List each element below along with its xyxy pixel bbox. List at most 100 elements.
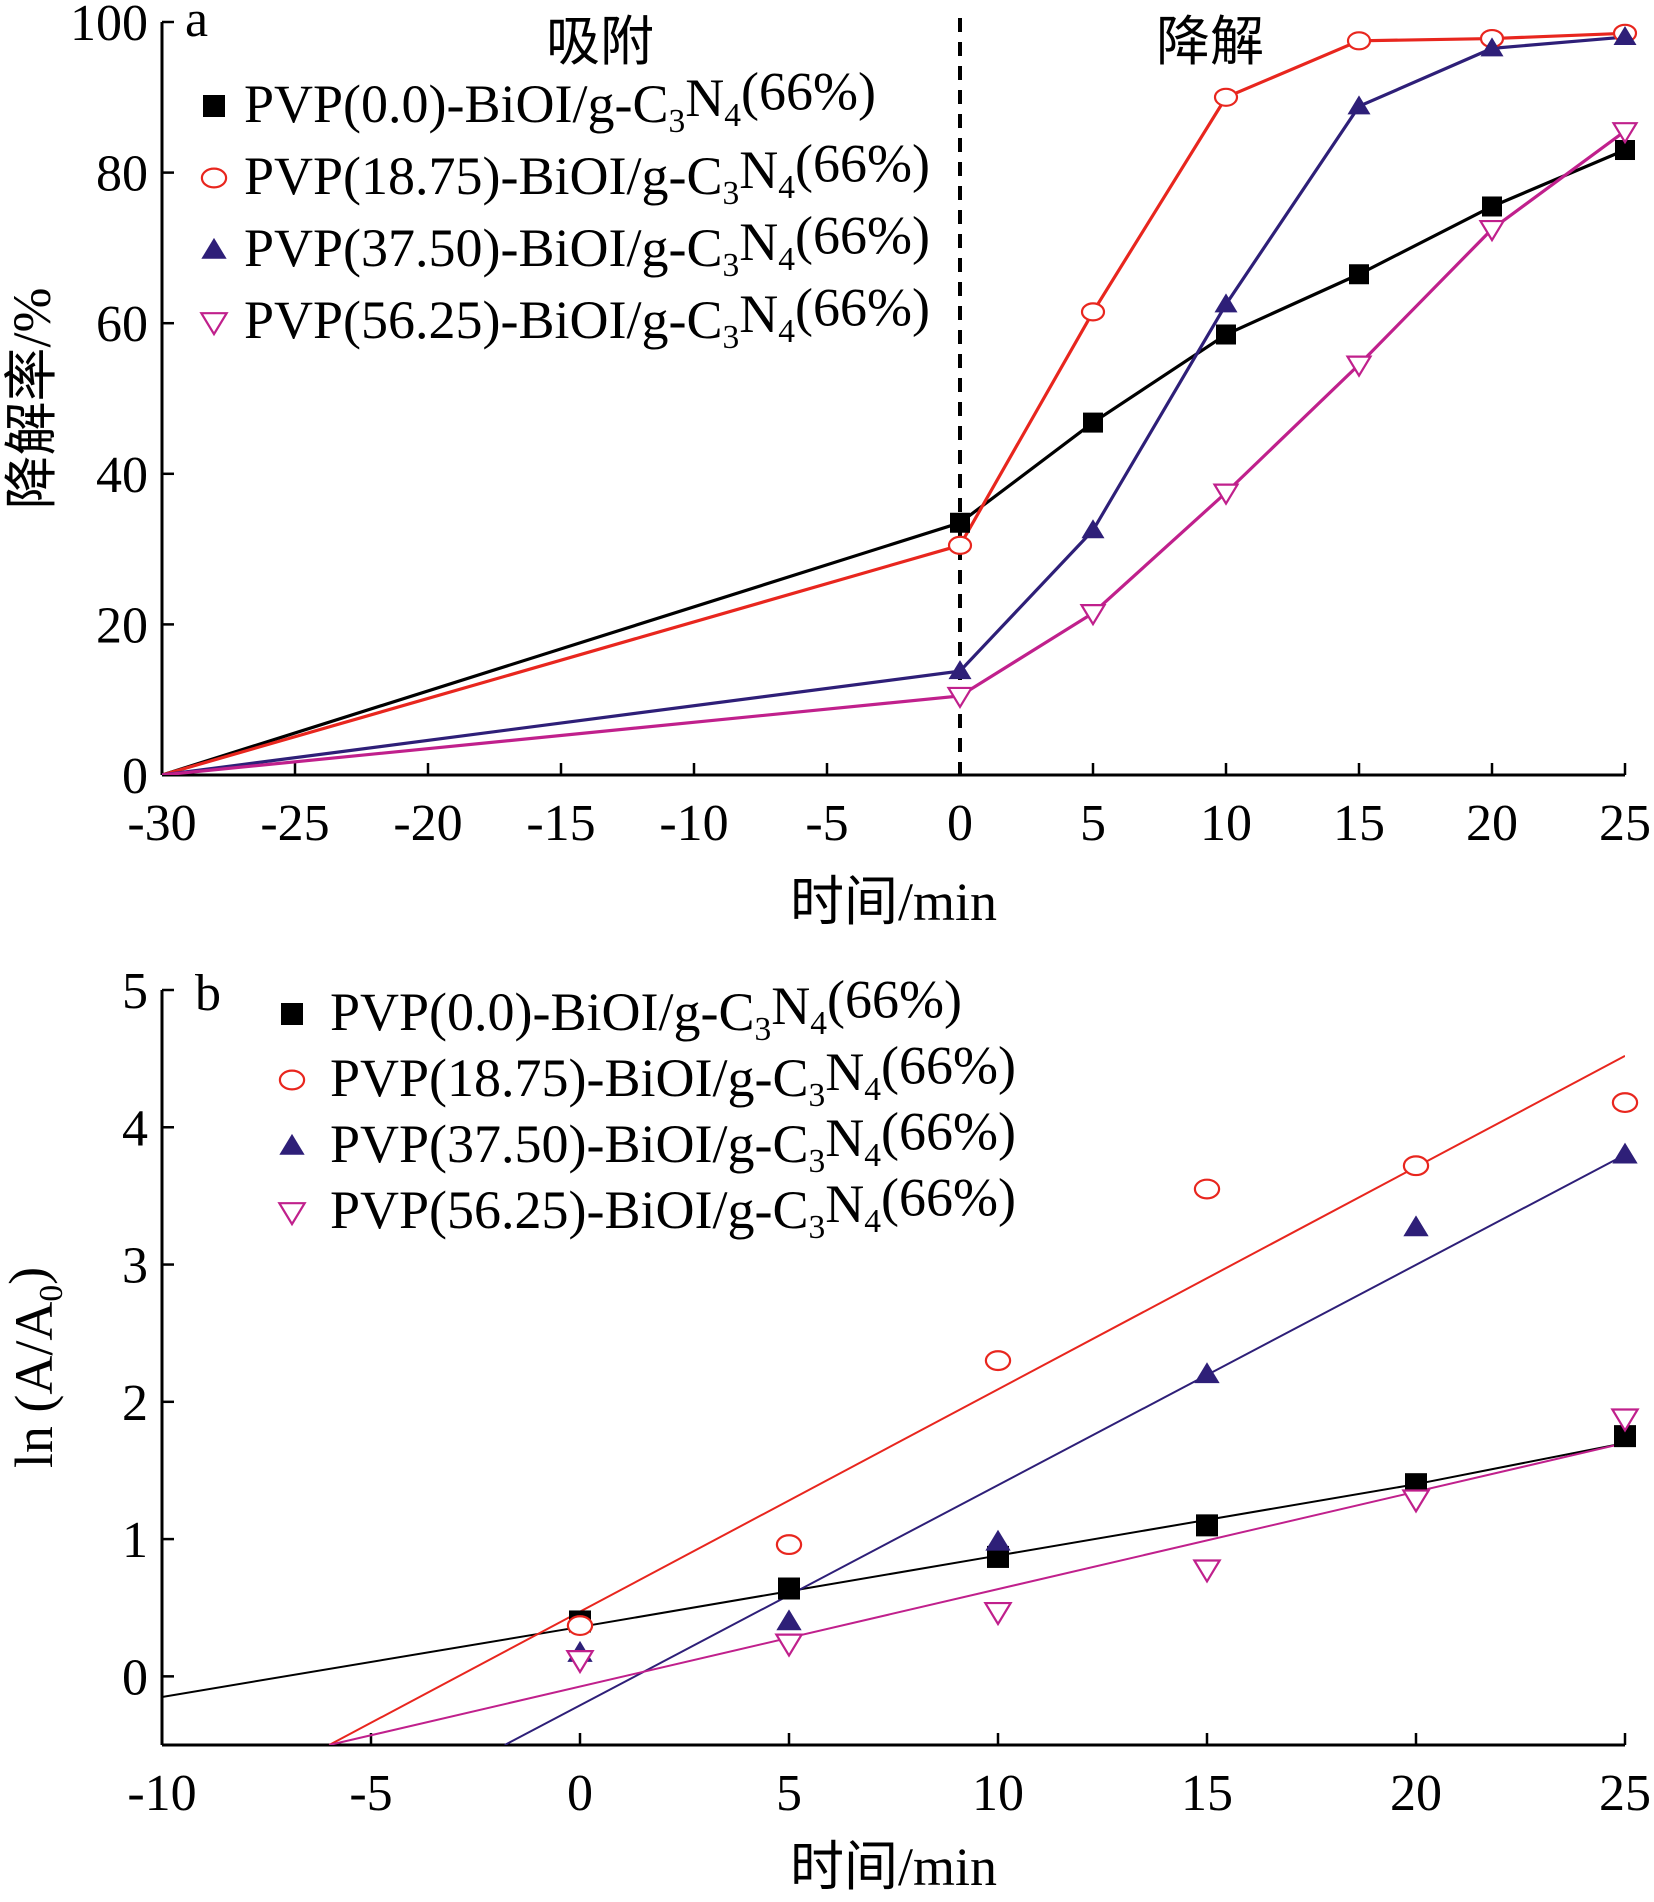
data-point [1081, 519, 1105, 539]
x-tick-label: 15 [1333, 795, 1385, 852]
y-tick-label: 100 [70, 0, 148, 52]
x-tick-label: 25 [1599, 795, 1651, 852]
y-axis-label: 降解率/% [2, 288, 62, 510]
data-point [1192, 1559, 1222, 1584]
x-tick-label: -10 [127, 1765, 196, 1822]
data-point [566, 1615, 594, 1637]
legend-label: PVP(56.25)-BiOI/g-C3N4(66%) [330, 1168, 1016, 1246]
data-point [983, 1601, 1013, 1627]
x-axis-label: 时间/min [790, 872, 997, 932]
x-tick-label: -20 [393, 795, 462, 852]
data-point [1347, 95, 1371, 115]
data-point [1080, 302, 1106, 322]
data-point [947, 535, 973, 555]
y-tick-label: 4 [122, 1100, 148, 1157]
x-tick-label: 15 [1181, 1765, 1233, 1822]
data-point [1214, 293, 1238, 313]
x-tick-label: -10 [659, 795, 728, 852]
series-3 [328, 1442, 1625, 1745]
data-point [1480, 37, 1504, 57]
x-tick-label: 20 [1466, 795, 1518, 852]
x-tick-label: -30 [127, 795, 196, 852]
x-tick-label: 25 [1599, 1765, 1651, 1822]
series-markers-2 [948, 26, 1637, 680]
x-tick-label: -5 [349, 1765, 392, 1822]
x-tick-label: 5 [776, 1765, 802, 1822]
legend-marker [203, 95, 225, 117]
data-point [1478, 219, 1506, 243]
x-tick-label: -5 [805, 795, 848, 852]
legend-label: PVP(56.25)-BiOI/g-C3N4(66%) [244, 278, 930, 356]
x-tick-label: -15 [526, 795, 595, 852]
data-point [565, 1649, 595, 1675]
legend-label: PVP(0.0)-BiOI/g-C3N4(66%) [244, 62, 876, 140]
series-markers-1 [947, 23, 1638, 555]
series-markers-3 [565, 1408, 1640, 1675]
legend-marker [277, 1202, 307, 1227]
x-tick-label: -25 [260, 795, 329, 852]
legend-marker [281, 1003, 303, 1025]
panel-label: a [185, 0, 208, 48]
panel-label: b [195, 965, 221, 1022]
data-point [984, 1350, 1012, 1372]
data-point [1402, 1155, 1430, 1177]
legend-marker [278, 1069, 306, 1091]
legend: PVP(0.0)-BiOI/g-C3N4(66%)PVP(18.75)-BiOI… [199, 62, 930, 356]
chart-panel-b: -10 -5 0 5 10 15 20 25 0 1 2 3 4 5 时间/min ln (A/A0) b PVP… [0, 963, 1651, 1897]
data-point [778, 1577, 800, 1600]
x-tick-label: 20 [1390, 1765, 1442, 1822]
y-tick-label: 0 [122, 748, 148, 805]
data-point [774, 1633, 804, 1658]
data-point [1613, 26, 1637, 46]
y-tick-label: 0 [122, 1649, 148, 1706]
data-point [948, 660, 972, 680]
series-markers-1 [566, 1092, 1639, 1637]
series-2 [504, 1153, 1625, 1745]
y-tick-label: 1 [122, 1512, 148, 1569]
data-point [1346, 31, 1372, 51]
region-label-adsorption: 吸附 [546, 12, 654, 72]
y-tick-label: 3 [122, 1238, 148, 1295]
fit-line [504, 1153, 1625, 1745]
data-point [775, 1534, 803, 1556]
y-tick-label: 5 [122, 963, 148, 1020]
y-tick-label: 60 [96, 296, 148, 353]
data-point [950, 512, 970, 533]
data-point [1401, 1489, 1431, 1514]
data-point [1213, 87, 1239, 107]
x-tick-label: 10 [972, 1765, 1024, 1822]
data-point [1212, 483, 1240, 506]
data-point [1614, 1425, 1636, 1448]
x-tick-label: 10 [1200, 795, 1252, 852]
legend-marker [200, 167, 228, 189]
data-point [1612, 1142, 1638, 1164]
legend-label: PVP(37.50)-BiOI/g-C3N4(66%) [244, 206, 930, 284]
fit-line [328, 1442, 1625, 1745]
legend-marker [279, 1133, 305, 1155]
y-tick-label: 20 [96, 597, 148, 654]
series-markers-0 [950, 140, 1635, 533]
region-label-degradation: 降解 [1156, 12, 1264, 72]
x-axis-label: 时间/min [790, 1837, 997, 1897]
legend-marker [199, 312, 229, 337]
data-point [1349, 264, 1369, 285]
legend-label: PVP(18.75)-BiOI/g-C3N4(66%) [244, 134, 930, 212]
data-point [985, 1529, 1011, 1551]
series-markers-3 [946, 122, 1639, 710]
data-point [987, 1545, 1009, 1568]
data-point [1196, 1514, 1218, 1537]
data-point [1482, 196, 1502, 217]
y-tick-label: 80 [96, 146, 148, 203]
x-tick-label: 0 [947, 795, 973, 852]
data-point [1345, 355, 1373, 378]
y-axis-label: ln (A/A0) [0, 1267, 70, 1468]
legend-label: PVP(18.75)-BiOI/g-C3N4(66%) [330, 1036, 1016, 1114]
data-point [1083, 412, 1103, 433]
data-point [1610, 1408, 1640, 1433]
data-point [1194, 1362, 1220, 1384]
x-tick-label: 5 [1080, 795, 1106, 852]
data-point [1216, 324, 1236, 345]
x-tick-label: 0 [567, 1765, 593, 1822]
legend-marker [201, 237, 227, 259]
